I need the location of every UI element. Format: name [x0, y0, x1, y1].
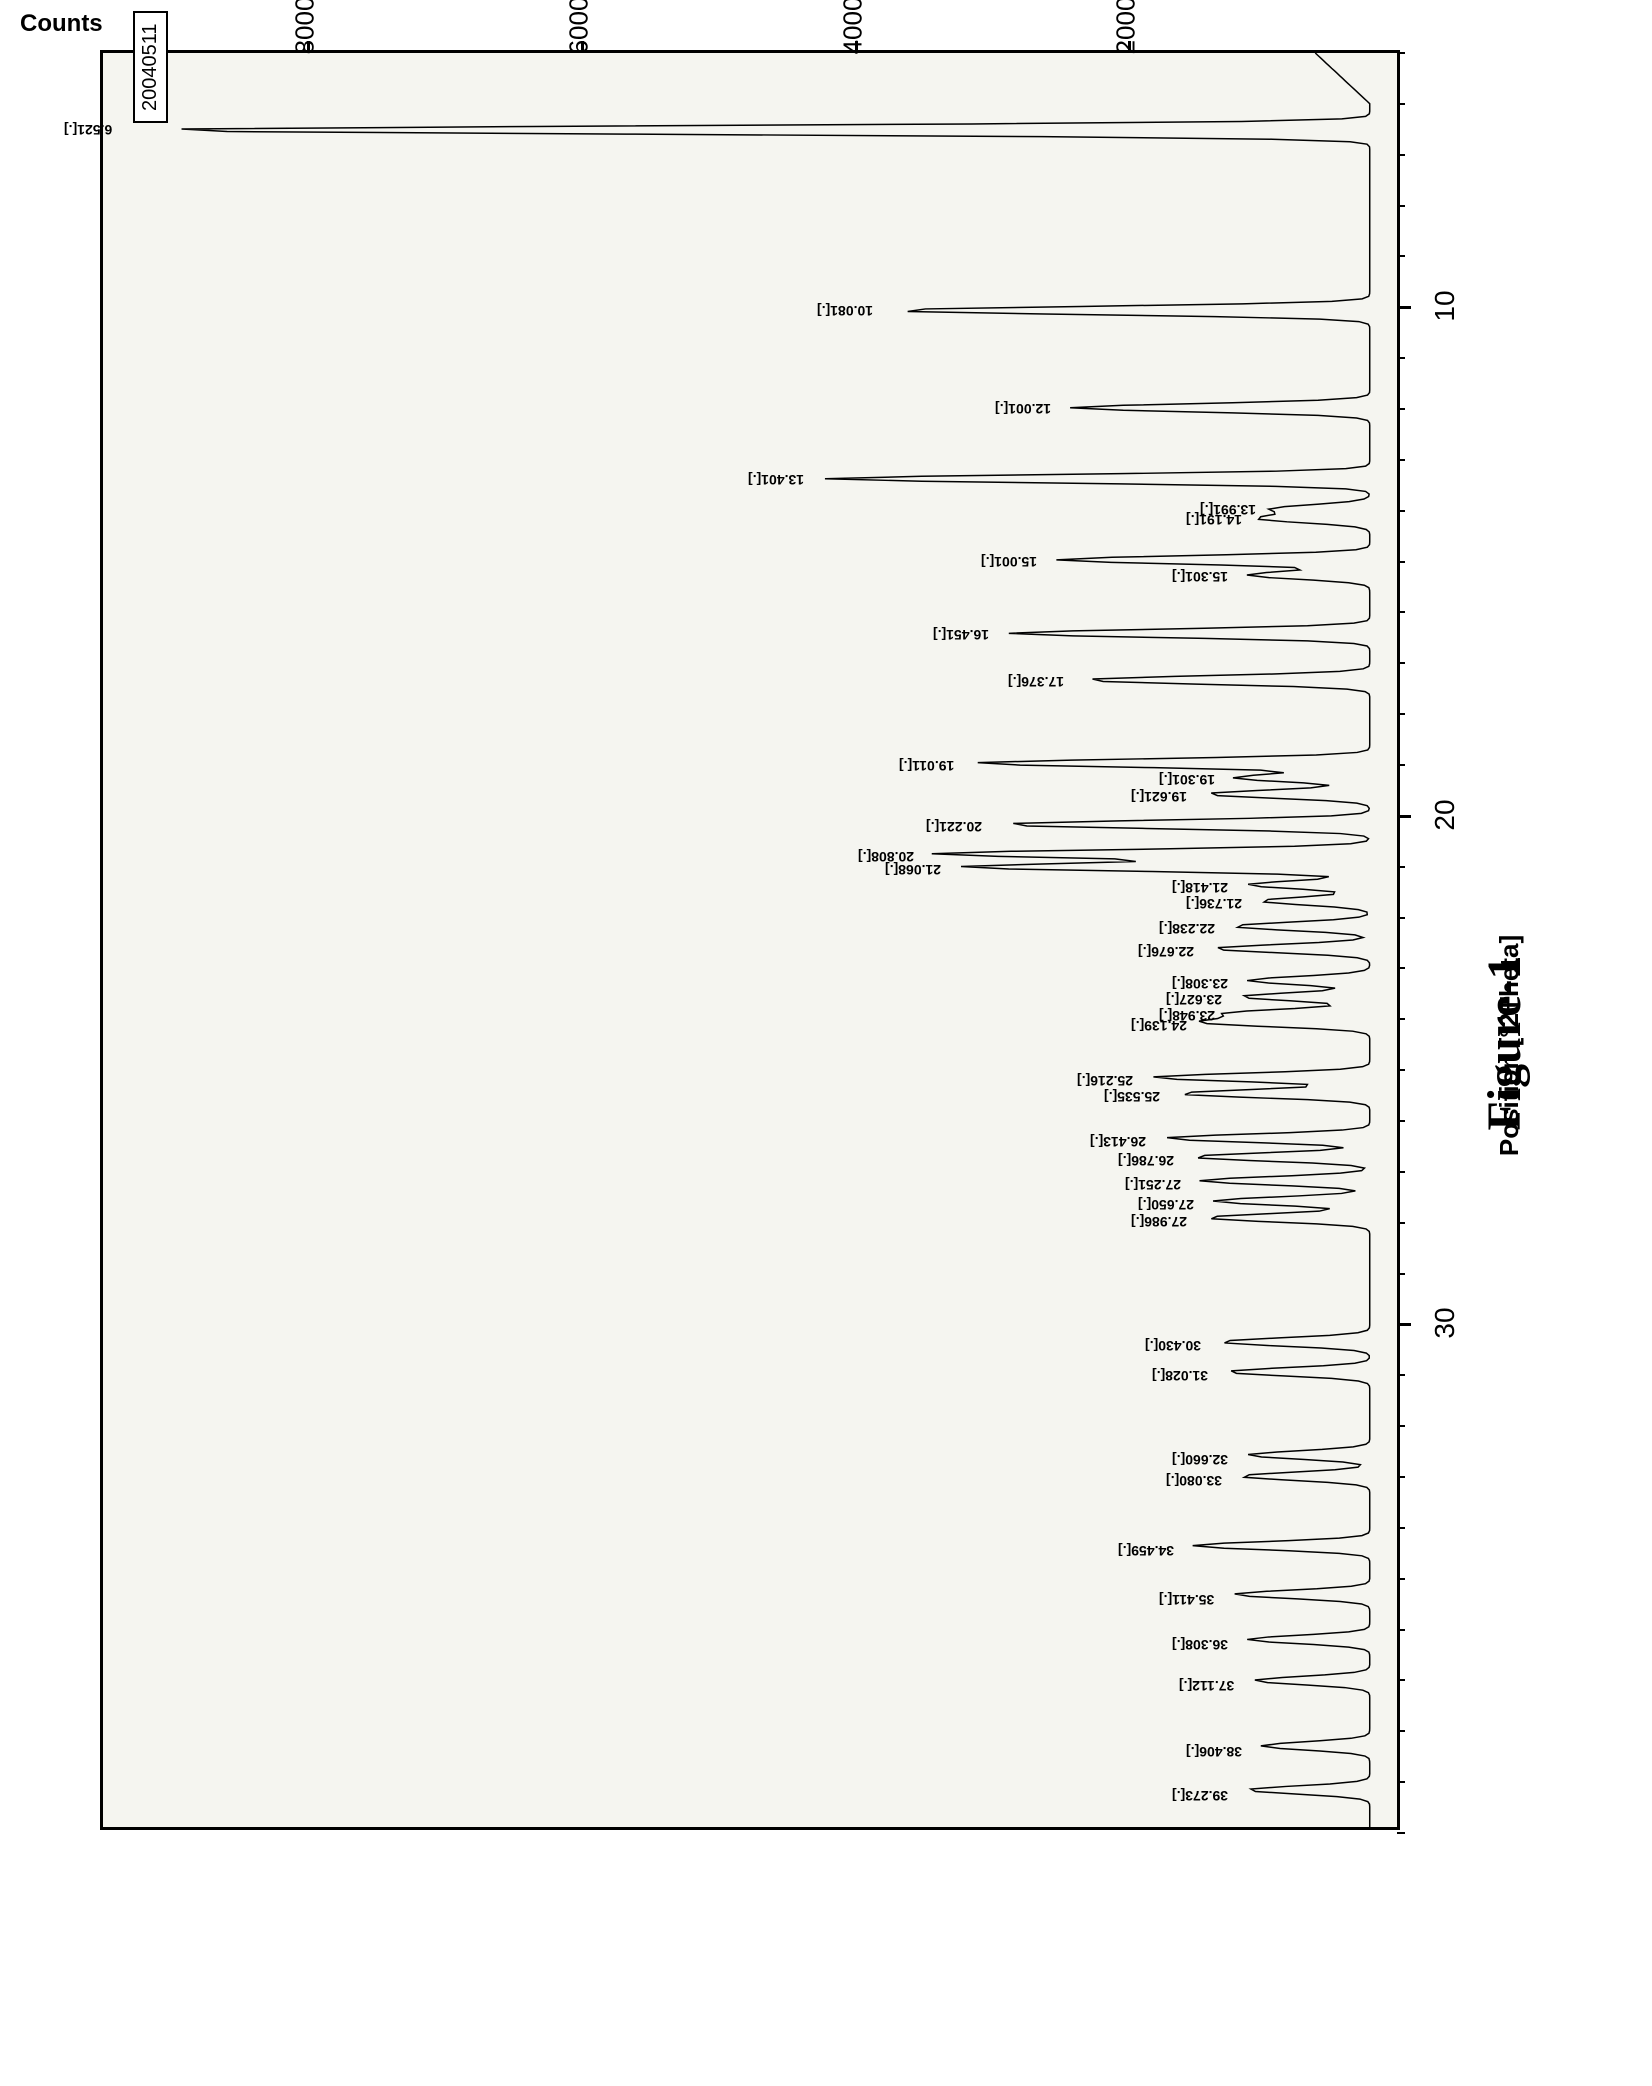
x-tick-major: [1397, 815, 1411, 818]
x-tick-minor: [1397, 611, 1405, 613]
x-tick-minor: [1397, 154, 1405, 156]
peak-label: 30.430[.]: [1145, 1338, 1201, 1354]
peak-label: 25.216[.]: [1077, 1073, 1133, 1089]
peak-label: 25.535[.]: [1104, 1089, 1160, 1105]
peak-label: 19.011[.]: [899, 758, 954, 774]
x-tick-minor: [1397, 408, 1405, 410]
x-tick-minor: [1397, 1222, 1405, 1224]
x-tick-minor: [1397, 1069, 1405, 1071]
x-tick-minor: [1397, 662, 1405, 664]
peak-label: 22.676[.]: [1138, 944, 1194, 960]
x-tick-minor: [1397, 1781, 1405, 1783]
x-tick-minor: [1397, 1730, 1405, 1732]
peak-label: 27.986[.]: [1131, 1214, 1187, 1230]
y-tick-label: 2000: [1111, 0, 1142, 66]
x-tick-minor: [1397, 917, 1405, 919]
x-tick-minor: [1397, 1018, 1405, 1020]
peak-label: 15.301[.]: [1172, 569, 1228, 585]
y-axis-label: Counts: [20, 10, 103, 38]
x-tick-minor: [1397, 1425, 1405, 1427]
x-tick-minor: [1397, 1374, 1405, 1376]
peak-label: 35.411[.]: [1159, 1592, 1214, 1608]
peak-label: 15.001[.]: [981, 554, 1037, 570]
x-tick-minor: [1397, 713, 1405, 715]
peak-label: 21.736[.]: [1186, 896, 1242, 912]
x-tick-minor: [1397, 510, 1405, 512]
x-tick-minor: [1397, 1679, 1405, 1681]
y-tick-label: 8000: [290, 0, 321, 66]
peak-label: 26.413[.]: [1090, 1134, 1146, 1150]
peak-label: 21.068[.]: [885, 862, 941, 878]
x-tick-minor: [1397, 967, 1405, 969]
xrd-plot-box: 6.521[.]10.081[.]12.001[.]13.401[.]13.99…: [100, 50, 1400, 1830]
peak-label: 37.112[.]: [1179, 1678, 1234, 1694]
x-tick-minor: [1397, 561, 1405, 563]
peak-label: 19.301[.]: [1159, 772, 1215, 788]
x-tick-label: 10: [1429, 281, 1461, 331]
peak-label: 16.451[.]: [933, 627, 989, 643]
peak-label: 6.521[.]: [64, 122, 112, 138]
figure-container: Counts 6.521[.]10.081[.]12.001[.]13.401[…: [80, 40, 1580, 1940]
peak-label: 31.028[.]: [1152, 1368, 1208, 1384]
y-tick-label: 6000: [563, 0, 594, 66]
peak-label: 20.221[.]: [926, 819, 982, 835]
x-tick-label: 20: [1429, 790, 1461, 840]
x-tick-minor: [1397, 103, 1405, 105]
x-tick-label: 30: [1429, 1298, 1461, 1348]
peak-label: 33.080[.]: [1166, 1473, 1222, 1489]
peak-label: 10.081[.]: [817, 303, 873, 319]
sample-id-box: 20040511: [133, 12, 168, 124]
peak-label: 38.406[.]: [1186, 1744, 1242, 1760]
figure-caption: Figure-1: [1477, 955, 1532, 1130]
y-tick-label: 4000: [837, 0, 868, 66]
peak-label: 32.660[.]: [1172, 1452, 1228, 1468]
xrd-spectrum-line: [103, 53, 1397, 1827]
peak-label: 12.001[.]: [995, 401, 1051, 417]
x-tick-minor: [1397, 1171, 1405, 1173]
x-tick-minor: [1397, 1629, 1405, 1631]
peak-label: 36.308[.]: [1172, 1637, 1228, 1653]
peak-label: 21.418[.]: [1172, 880, 1228, 896]
peak-label: 23.308[.]: [1172, 976, 1228, 992]
peak-label: 24.139[.]: [1131, 1018, 1187, 1034]
peak-label: 27.251[.]: [1125, 1177, 1181, 1193]
x-tick-minor: [1397, 1273, 1405, 1275]
peak-label: 14.191[.]: [1186, 512, 1242, 528]
x-tick-minor: [1397, 1120, 1405, 1122]
peak-label: 19.621[.]: [1131, 789, 1187, 805]
x-tick-minor: [1397, 255, 1405, 257]
x-tick-minor: [1397, 357, 1405, 359]
x-tick-minor: [1397, 866, 1405, 868]
peak-label: 26.786[.]: [1118, 1153, 1174, 1169]
peak-label: 22.238[.]: [1159, 921, 1215, 937]
x-tick-major: [1397, 306, 1411, 309]
x-tick-minor: [1397, 205, 1405, 207]
x-tick-minor: [1397, 764, 1405, 766]
x-tick-minor: [1397, 52, 1405, 54]
peak-label: 34.459[.]: [1118, 1543, 1174, 1559]
peak-label: 39.273[.]: [1172, 1788, 1228, 1804]
peak-label: 17.376[.]: [1008, 674, 1064, 690]
x-tick-minor: [1397, 1476, 1405, 1478]
x-tick-minor: [1397, 459, 1405, 461]
peak-label: 13.401[.]: [748, 472, 804, 488]
x-tick-major: [1397, 1323, 1411, 1326]
peak-label: 23.627[.]: [1166, 992, 1222, 1008]
peak-label: 27.650[.]: [1138, 1197, 1194, 1213]
x-tick-minor: [1397, 1578, 1405, 1580]
x-tick-minor: [1397, 1832, 1405, 1834]
x-tick-minor: [1397, 1527, 1405, 1529]
